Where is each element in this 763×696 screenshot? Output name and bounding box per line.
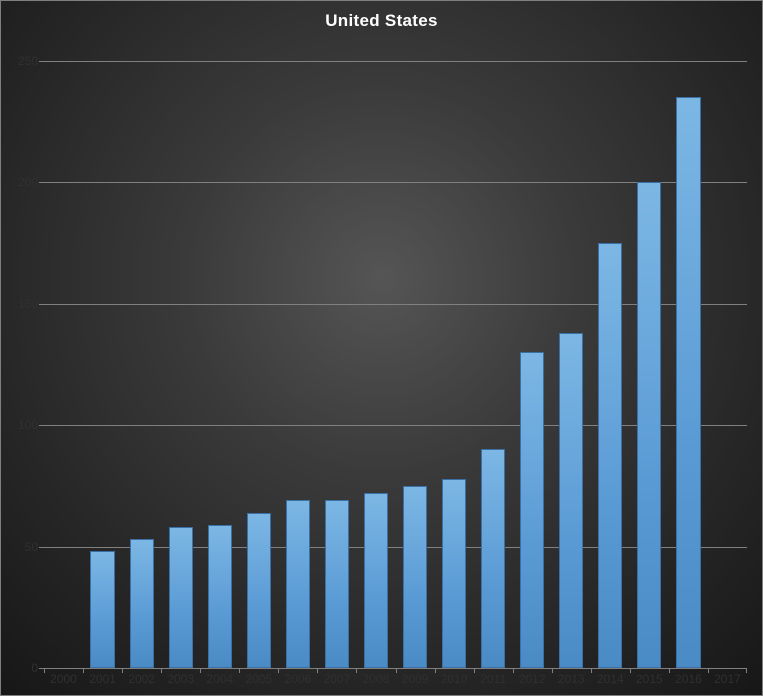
x-tick [708, 668, 709, 673]
x-axis-label: 2012 [519, 672, 546, 686]
bar [286, 500, 310, 668]
x-tick [435, 668, 436, 673]
y-axis-label: 150 [18, 297, 38, 311]
bar [403, 486, 427, 668]
x-axis-label: 2001 [89, 672, 116, 686]
x-tick [474, 668, 475, 673]
bar [520, 352, 544, 668]
bar [559, 333, 583, 668]
bar [598, 243, 622, 668]
y-tick [39, 182, 44, 183]
x-axis-label: 2010 [441, 672, 468, 686]
x-axis-label: 2015 [636, 672, 663, 686]
bar [676, 97, 700, 668]
x-tick [200, 668, 201, 673]
x-tick [83, 668, 84, 673]
x-tick [669, 668, 670, 673]
bar [325, 500, 349, 668]
x-axis-label: 2017 [714, 672, 741, 686]
x-tick [239, 668, 240, 673]
y-axis-label: 50 [25, 540, 38, 554]
x-tick [591, 668, 592, 673]
x-axis-label: 2004 [206, 672, 233, 686]
x-tick [552, 668, 553, 673]
x-tick [161, 668, 162, 673]
x-axis-label: 2007 [324, 672, 351, 686]
chart-container: United States 05010015020025020002001200… [0, 0, 763, 696]
x-axis-label: 2008 [363, 672, 390, 686]
x-tick [356, 668, 357, 673]
x-tick [396, 668, 397, 673]
x-axis-label: 2000 [50, 672, 77, 686]
bar [90, 551, 114, 668]
bar [247, 513, 271, 668]
y-axis-label: 100 [18, 418, 38, 432]
y-axis-label: 250 [18, 54, 38, 68]
y-tick [39, 547, 44, 548]
gridline [44, 61, 747, 62]
bar [481, 449, 505, 668]
x-tick [630, 668, 631, 673]
x-tick [122, 668, 123, 673]
x-axis-label: 2002 [128, 672, 155, 686]
bar [442, 479, 466, 668]
plot-area: 0501001502002502000200120022003200420052… [44, 61, 747, 668]
x-tick [513, 668, 514, 673]
x-axis-label: 2013 [558, 672, 585, 686]
y-tick [39, 61, 44, 62]
x-axis-label: 2006 [285, 672, 312, 686]
x-axis-label: 2014 [597, 672, 624, 686]
x-tick [317, 668, 318, 673]
x-axis-label: 2009 [402, 672, 429, 686]
bar [169, 527, 193, 668]
y-tick [39, 304, 44, 305]
bar [364, 493, 388, 668]
bar [208, 525, 232, 668]
y-tick [39, 425, 44, 426]
x-axis-label: 2005 [245, 672, 272, 686]
x-axis-label: 2003 [167, 672, 194, 686]
y-axis-label: 0 [31, 661, 38, 675]
x-tick [44, 668, 45, 673]
bar [637, 182, 661, 668]
x-tick [746, 668, 747, 673]
y-axis-label: 200 [18, 175, 38, 189]
x-tick [278, 668, 279, 673]
x-axis-label: 2011 [480, 672, 506, 686]
bar [130, 539, 154, 668]
chart-title: United States [1, 11, 762, 31]
x-axis-label: 2016 [675, 672, 702, 686]
